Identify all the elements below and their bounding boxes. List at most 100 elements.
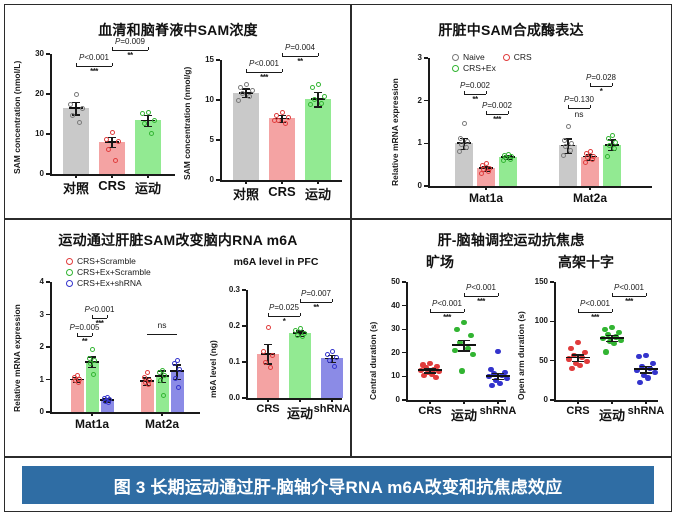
sig-tick: [590, 83, 592, 86]
error-cap: [314, 106, 322, 108]
data-point: [645, 375, 651, 381]
data-point: [507, 157, 513, 163]
error-cap: [143, 377, 151, 379]
y-tick-label: 30: [391, 324, 400, 334]
x-axis: [554, 400, 658, 402]
x-tick: [299, 398, 301, 402]
data-point: [91, 372, 97, 378]
sig-tick: [148, 47, 150, 50]
y-tick-label: 0.2: [228, 321, 240, 330]
data-point: [575, 339, 581, 346]
sig-label: P<0.001: [78, 53, 110, 62]
legend-dot: [502, 53, 510, 61]
x-tick: [91, 412, 93, 416]
y-tick: [550, 399, 554, 401]
sig-tick: [464, 293, 466, 296]
x-axis: [246, 398, 342, 400]
y-tick-label: 0.3: [228, 285, 240, 294]
data-point: [249, 87, 255, 93]
sig-stars: ***: [493, 114, 501, 124]
data-point: [609, 325, 615, 331]
sig-stars: ***: [477, 296, 485, 306]
bar: [269, 118, 295, 180]
bar: [85, 361, 99, 412]
error-cap: [108, 147, 116, 149]
error-bar: [176, 371, 178, 379]
error-cap: [458, 340, 470, 342]
data-point: [161, 392, 167, 398]
y-tick-label: 0: [39, 169, 44, 178]
data-point: [149, 130, 154, 136]
data-point: [569, 140, 575, 146]
y-axis-label: Open arm duration (s): [516, 311, 526, 400]
chart-epm: 0 50 100 150 Open arm duration (s) CRS 运动 shRNA…: [508, 272, 664, 454]
data-point: [142, 121, 147, 127]
error-bar: [75, 108, 77, 115]
y-tick: [402, 399, 406, 401]
error-cap: [606, 335, 618, 337]
error-bar: [299, 330, 301, 335]
sig-tick: [92, 333, 94, 336]
chart-mat-expression-naive: 0 1 2 3 Relative mRNA expression Naive CRS CRS+…: [390, 44, 662, 216]
data-point: [568, 346, 574, 352]
sig-tick: [112, 47, 114, 50]
sig-tick: [318, 53, 320, 56]
sig-tick: [300, 299, 302, 302]
sig-stars: *: [282, 316, 286, 326]
y-tick-label: 50: [391, 277, 400, 286]
sig-tick: [568, 105, 570, 108]
bar: [135, 120, 161, 174]
y-axis: [246, 290, 248, 398]
data-point: [611, 340, 617, 346]
sig-bar: [300, 302, 332, 304]
data-point: [273, 112, 279, 118]
error-cap: [606, 340, 618, 342]
x-axis-label: Mat2a: [572, 191, 607, 205]
x-axis-label: 运动: [304, 187, 331, 202]
sig-tick: [590, 105, 592, 108]
sig-tick: [112, 63, 114, 66]
sig-bar: [486, 114, 508, 116]
data-point: [489, 383, 495, 389]
data-point: [89, 346, 95, 352]
x-tick: [75, 174, 77, 178]
sig-label: P=0.009: [114, 37, 146, 46]
x-tick: [245, 180, 247, 184]
data-point: [465, 138, 471, 144]
data-point: [300, 334, 306, 340]
data-point: [276, 118, 281, 124]
bar: [305, 99, 331, 180]
y-tick: [242, 361, 246, 363]
data-point: [176, 385, 182, 391]
data-point: [92, 358, 98, 364]
x-axis-label: shRNA: [479, 405, 517, 417]
error-bar: [75, 101, 77, 109]
data-point: [589, 157, 595, 163]
data-point: [67, 102, 73, 108]
data-point: [283, 120, 288, 126]
sig-tick: [77, 333, 79, 336]
y-axis: [406, 282, 408, 400]
y-tick: [424, 185, 428, 187]
sig-label: P<0.001: [248, 59, 280, 68]
legend-row: CRS+Scramble: [66, 256, 151, 266]
sig-label: P<0.001: [579, 299, 611, 308]
sig-label: P=0.002: [459, 81, 491, 90]
y-tick: [402, 281, 406, 283]
data-point: [260, 348, 266, 354]
error-cap: [424, 372, 436, 374]
data-point: [561, 137, 567, 143]
data-point: [421, 372, 427, 379]
x-axis-label: CRS: [98, 178, 126, 193]
x-axis-label: 运动: [134, 181, 161, 196]
legend-label: CRS: [513, 52, 532, 62]
data-point: [607, 142, 613, 148]
bar: [257, 353, 279, 398]
error-cap: [242, 97, 250, 99]
data-point: [334, 355, 340, 361]
data-point: [495, 348, 501, 354]
data-point: [235, 98, 241, 104]
y-tick-label: 3: [39, 309, 44, 319]
error-cap: [492, 378, 504, 381]
